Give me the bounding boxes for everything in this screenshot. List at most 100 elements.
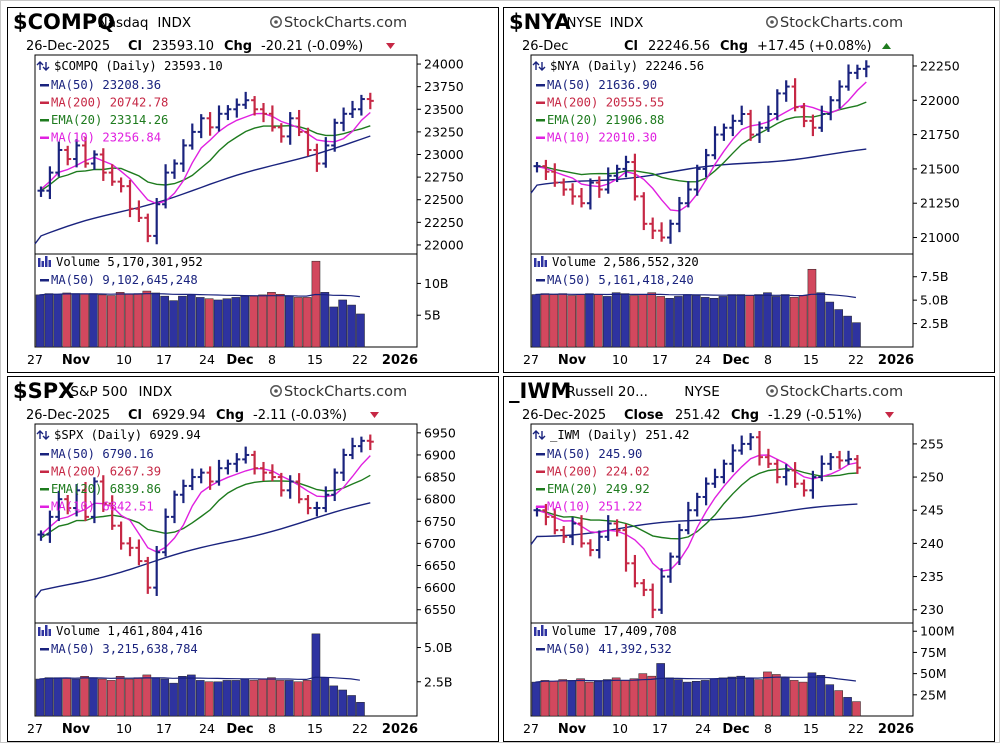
price-bar	[82, 137, 89, 168]
price-bar	[578, 515, 585, 548]
volume-bar	[620, 680, 630, 717]
ma-legend-swatch	[536, 119, 545, 122]
symbol-title: $NYA	[509, 10, 571, 34]
price-bar	[586, 539, 594, 557]
brand-label: StockCharts.com	[284, 15, 407, 31]
volume-ma-legend-text: MA(50) 41,392,532	[547, 642, 672, 656]
price-bar	[349, 100, 356, 118]
index-name: Russell 20...	[566, 384, 648, 400]
close-value: 22246.56	[648, 39, 710, 54]
price-bar	[322, 137, 330, 168]
volume-bar	[585, 681, 594, 717]
volume-bar	[531, 681, 541, 717]
volume-bar	[727, 676, 737, 717]
volume-bar	[187, 674, 196, 717]
price-bar	[702, 477, 710, 506]
volume-bar	[231, 297, 241, 348]
ma-legend-text: EMA(20) 6839.86	[51, 482, 161, 496]
volume-bar	[683, 294, 692, 348]
close-label: Cl	[128, 408, 142, 423]
volume-bar	[576, 294, 585, 348]
price-bar	[738, 105, 746, 126]
volume-bar	[852, 701, 861, 717]
volume-bar	[585, 293, 594, 348]
volume-bar	[311, 260, 321, 348]
volume-bar	[602, 296, 612, 348]
price-tick-label: 255	[920, 436, 944, 451]
price-bar	[37, 186, 45, 197]
price-bar	[46, 166, 54, 200]
ma-legend-swatch	[40, 470, 49, 473]
volume-bar	[71, 293, 80, 348]
exchange-label: NYSE	[684, 384, 719, 400]
volume-bar	[356, 313, 365, 348]
chart-panel-spx: $SPX S&P 500 INDX StockCharts.com 26-Dec-202…	[7, 376, 499, 742]
change-value: +17.45 (+0.08%)	[757, 39, 872, 54]
ma-legend-text: MA(200) 20742.78	[51, 96, 168, 110]
ma50-line	[530, 503, 858, 545]
price-tick-label: 235	[920, 569, 944, 584]
price-bar	[171, 490, 178, 524]
change-down-icon	[370, 412, 379, 418]
volume-bar	[754, 294, 763, 348]
volume-bar	[160, 295, 169, 348]
price-bar	[667, 219, 674, 244]
price-bar	[729, 114, 737, 137]
volume-bar	[62, 677, 72, 717]
x-axis-label: 22	[848, 352, 864, 367]
price-bar	[862, 60, 870, 78]
volume-bar	[843, 315, 852, 348]
price-bar	[277, 123, 285, 143]
x-axis-label: 24	[199, 721, 215, 736]
price-bar	[108, 164, 116, 186]
price-bar	[622, 523, 630, 572]
volume-bar	[35, 678, 45, 717]
chart-panel-iwm: _IWM Russell 20... NYSE StockCharts.com 26-D…	[503, 376, 995, 742]
volume-bar	[231, 680, 241, 717]
ma-legend-text: MA(50) 245.90	[547, 447, 642, 461]
x-axis-label: 10	[116, 352, 132, 367]
ma-legend-text: MA(50) 23208.36	[51, 78, 161, 92]
change-label: Chg	[720, 39, 748, 54]
price-bar	[322, 486, 330, 513]
volume-bar	[567, 680, 576, 717]
price-bar	[827, 96, 835, 121]
volume-bar	[222, 298, 232, 348]
volume-bar	[169, 300, 178, 348]
volume-bar	[267, 292, 276, 348]
price-bar	[304, 494, 312, 515]
volume-bar	[106, 680, 116, 717]
price-bar	[135, 539, 143, 566]
index-name: S&P 500	[70, 384, 127, 400]
volume-bar	[674, 296, 683, 348]
volume-bar	[178, 676, 187, 717]
volume-ma-legend-text: MA(50) 9,102,645,248	[51, 273, 198, 287]
price-tick-label: 22250	[920, 58, 960, 73]
price-bar	[55, 490, 63, 522]
price-bar	[188, 468, 196, 491]
volume-bar	[789, 297, 799, 348]
volume-bar	[709, 298, 719, 348]
price-bar	[631, 153, 639, 201]
symbol-title: $SPX	[13, 379, 74, 403]
price-bar	[756, 121, 763, 143]
copyright-icon	[766, 16, 778, 28]
price-legend: _IWM (Daily) 251.42 MA(50) 245.90 MA(200) …	[532, 428, 689, 514]
ma-legend-swatch	[40, 453, 49, 456]
ohlc-legend-icon	[36, 61, 50, 71]
price-bar	[560, 178, 568, 196]
x-axis-label: 8	[764, 721, 772, 736]
price-bar	[818, 455, 826, 482]
price-legend-text: $COMPQ (Daily) 23593.10	[54, 59, 223, 73]
price-bar	[533, 161, 541, 173]
ema20-line	[536, 467, 858, 540]
volume-bar	[647, 292, 657, 348]
volume-legend-icon	[544, 260, 547, 267]
volume-tick-label: 5B	[424, 308, 441, 323]
volume-bar	[204, 681, 214, 717]
x-axis-label: 17	[156, 352, 172, 367]
price-bar	[791, 78, 799, 112]
volume-legend: Volume 5,170,301,952 MA(50) 9,102,645,248	[38, 255, 203, 287]
x-axis-label: Dec	[226, 353, 253, 368]
volume-bar	[133, 677, 143, 717]
